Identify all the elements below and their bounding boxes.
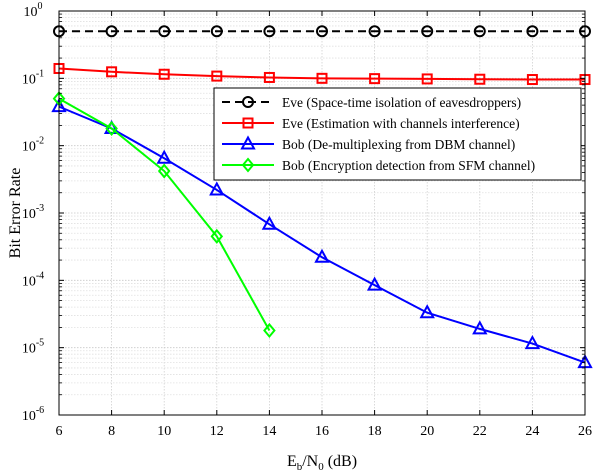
x-label-tail: (dB) <box>324 453 357 470</box>
legend-item-2: Eve (Estimation with channels interferen… <box>222 116 520 131</box>
legend-marker <box>242 96 254 108</box>
series-line <box>58 97 271 331</box>
x-tick-label: 20 <box>420 424 434 439</box>
data-point <box>261 215 278 230</box>
series-line <box>58 105 586 364</box>
data-point <box>524 334 541 350</box>
y-tick-label: 10-5 <box>22 338 44 357</box>
x-tick-label: 18 <box>368 424 382 439</box>
x-tick-label: 10 <box>157 424 171 439</box>
legend-box <box>213 87 582 181</box>
data-point <box>314 248 330 263</box>
y-tick-label: 10-4 <box>22 270 44 289</box>
data-point <box>421 73 433 85</box>
x-tick-label: 6 <box>56 424 63 439</box>
data-point <box>157 163 171 179</box>
data-point <box>474 73 486 85</box>
data-point <box>368 25 381 38</box>
y-tick-label: 10-1 <box>22 68 44 87</box>
x-tick-label: 12 <box>210 424 224 439</box>
data-point <box>526 25 539 38</box>
data-point <box>156 149 172 164</box>
data-point <box>263 71 275 83</box>
data-point <box>526 74 538 86</box>
data-point <box>209 181 225 196</box>
series-line <box>58 67 585 81</box>
legend-marker <box>242 117 254 129</box>
legend-label: Bob (Encryption detection from SFM chann… <box>282 158 535 173</box>
x-label-sub2: 0 <box>318 461 324 473</box>
legend-item-4: Bob (Encryption detection from SFM chann… <box>222 157 535 173</box>
data-point <box>263 25 276 38</box>
y-tick-label: 100 <box>24 1 43 20</box>
data-point <box>106 66 118 78</box>
data-point <box>369 73 381 85</box>
legend-item-3: Bob (De-multiplexing from DBM channel) <box>222 135 515 152</box>
series-4 <box>52 91 276 339</box>
legend-marker <box>240 135 256 150</box>
x-tick-label: 14 <box>262 424 276 439</box>
data-point <box>316 25 328 38</box>
data-point <box>158 25 171 38</box>
data-point <box>210 228 224 244</box>
y-tick-label: 10-2 <box>22 136 44 155</box>
legend-label: Bob (De-multiplexing from DBM channel) <box>282 137 515 152</box>
x-label-base: E <box>287 453 297 470</box>
data-point <box>472 320 488 335</box>
data-point <box>211 70 223 82</box>
data-point <box>210 25 223 38</box>
data-point <box>105 25 118 38</box>
data-point <box>105 120 118 137</box>
y-tick-label: 10-6 <box>22 405 44 424</box>
y-tick-label: 10-3 <box>22 203 44 222</box>
legend-marker <box>241 157 255 173</box>
series-layer <box>51 25 593 369</box>
x-tick-label: 8 <box>108 424 115 439</box>
x-tick-label: 22 <box>473 424 487 439</box>
x-tick-label: 26 <box>578 424 592 439</box>
x-tick-label: 16 <box>315 424 329 439</box>
data-point <box>473 25 486 38</box>
data-point <box>263 322 276 339</box>
legend: Eve (Space-time isolation of eavesdroppe… <box>213 87 582 181</box>
data-point <box>158 68 170 80</box>
legend-item-1: Eve (Space-time isolation of eavesdroppe… <box>222 95 521 110</box>
data-point <box>419 304 435 319</box>
x-label-mid: /N <box>302 453 318 470</box>
data-point <box>366 276 383 291</box>
x-label-sub1: b <box>297 461 303 473</box>
axis-ticks: 6 8 10 12 14 16 18 20 22 24 26 100 10-1 10-2 10-3 10-4 1… <box>22 1 592 439</box>
x-tick-label: 24 <box>525 424 539 439</box>
series-2 <box>53 62 591 86</box>
y-axis-label: Bit Error Rate <box>7 168 24 259</box>
data-point <box>316 72 328 84</box>
x-axis-label: Eb/N0 (dB) <box>287 453 357 473</box>
legend-label: Eve (Space-time isolation of eavesdroppe… <box>282 95 521 110</box>
legend-label: Eve (Estimation with channels interferen… <box>282 116 520 131</box>
data-point <box>421 25 434 38</box>
